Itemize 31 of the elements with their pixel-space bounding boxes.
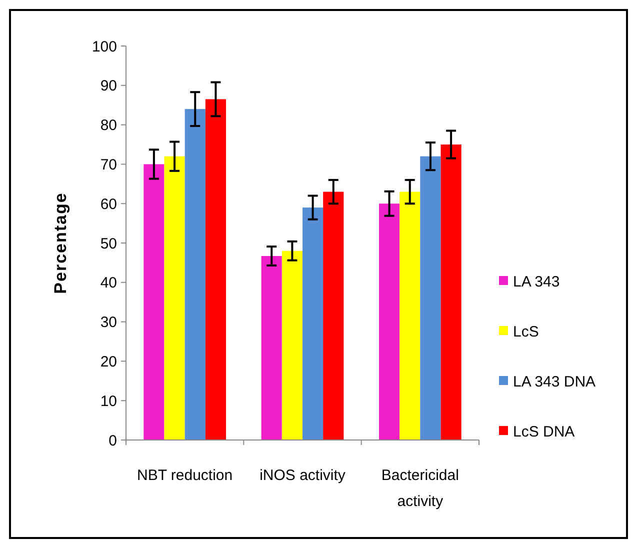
bar: [440, 144, 462, 440]
y-tick-label: 70: [100, 156, 117, 174]
bar: [144, 164, 164, 440]
y-tick-label: 40: [100, 274, 117, 292]
bar: [420, 156, 441, 440]
legend-label: LA 343 DNA: [513, 373, 596, 390]
legend-label: LA 343: [513, 273, 560, 290]
legend-label: LcS DNA: [513, 423, 575, 440]
legend-label: LcS: [513, 323, 539, 340]
y-tick-label: 90: [100, 78, 117, 95]
x-tick-label: iNOS activity: [260, 467, 346, 484]
bar: [205, 99, 226, 440]
y-tick-label: 0: [108, 432, 117, 450]
bar: [164, 156, 185, 440]
bar: [302, 208, 324, 440]
y-tick-label: 80: [100, 117, 117, 134]
y-tick-label: 60: [100, 196, 117, 213]
y-tick-label: 20: [100, 353, 117, 370]
y-tick-label: 10: [100, 392, 117, 410]
y-tick-label: 50: [100, 235, 117, 252]
bar: [323, 192, 344, 440]
bar: [378, 204, 400, 440]
y-axis-title: Percentage: [51, 192, 70, 294]
y-tick-label: 100: [92, 38, 117, 56]
bar: [184, 109, 206, 440]
x-tick-label: Bactericidal activity: [381, 467, 459, 510]
bar: [400, 192, 420, 440]
x-tick-label: NBT reduction: [137, 467, 233, 484]
bar: [282, 250, 302, 440]
bar: [261, 256, 282, 440]
y-tick-label: 30: [100, 314, 117, 332]
